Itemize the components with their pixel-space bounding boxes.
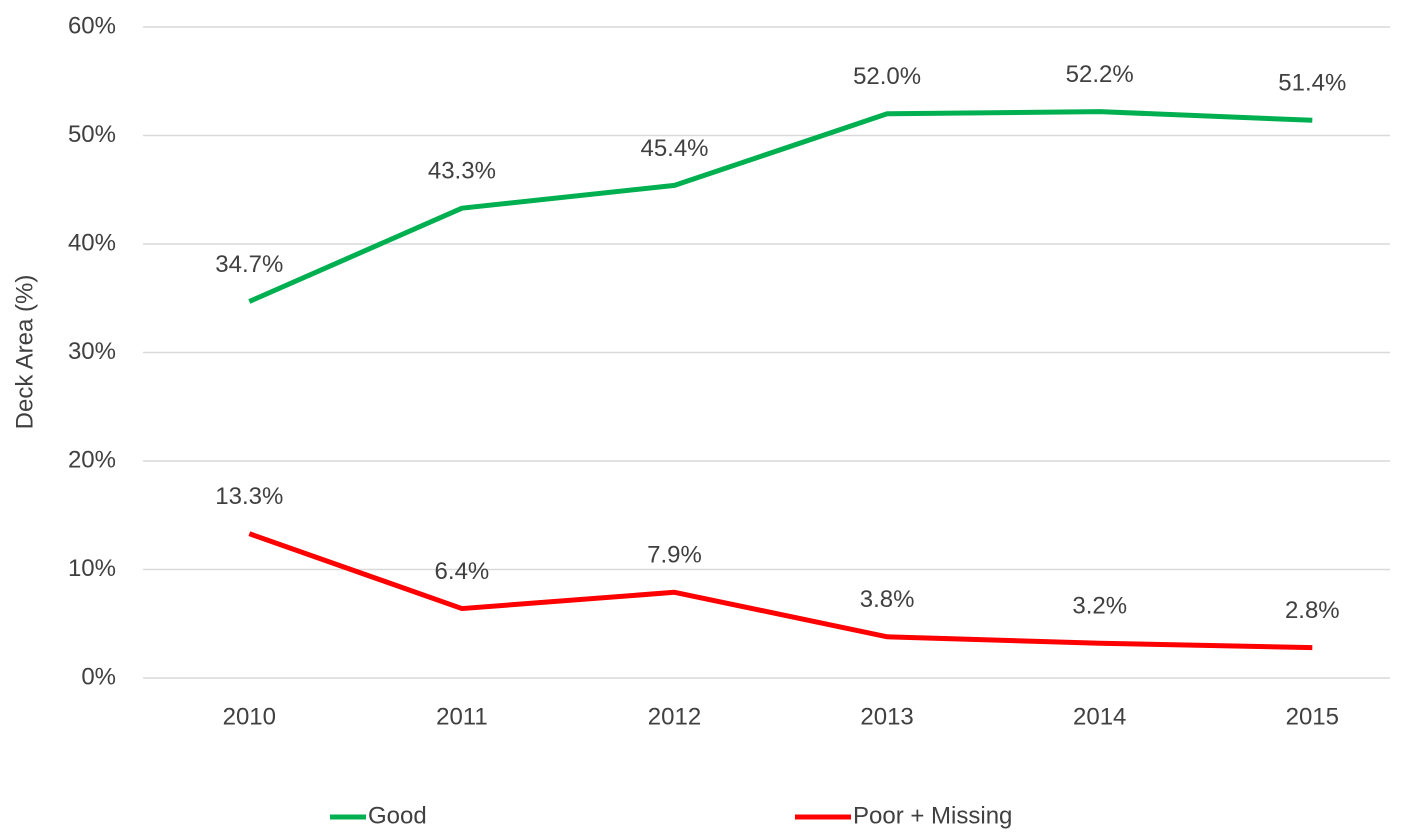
data-label: 51.4% xyxy=(1278,70,1346,97)
legend-label: Good xyxy=(368,802,427,829)
series-line xyxy=(248,109,1313,304)
x-tick-label: 2014 xyxy=(1073,703,1126,730)
y-tick-label: 30% xyxy=(68,338,116,365)
y-tick-label: 20% xyxy=(68,446,116,473)
y-tick-label: 10% xyxy=(68,555,116,582)
data-label: 3.2% xyxy=(1072,593,1127,620)
data-label: 7.9% xyxy=(647,542,702,569)
data-label: 45.4% xyxy=(640,135,708,162)
data-label: 52.0% xyxy=(853,63,921,90)
x-tick-label: 2012 xyxy=(648,703,701,730)
x-tick-label: 2015 xyxy=(1286,703,1339,730)
data-label: 52.2% xyxy=(1066,61,1134,88)
legend-label: Poor + Missing xyxy=(853,802,1012,829)
data-label: 43.3% xyxy=(428,158,496,185)
y-tick-label: 0% xyxy=(81,663,116,690)
y-tick-label: 40% xyxy=(68,229,116,256)
series-line xyxy=(248,531,1313,651)
y-tick-label: 50% xyxy=(68,121,116,148)
data-label: 34.7% xyxy=(215,251,283,278)
data-label: 6.4% xyxy=(435,558,490,585)
data-label: 3.8% xyxy=(860,586,915,613)
y-axis-label: Deck Area (%) xyxy=(11,275,38,430)
data-label: 2.8% xyxy=(1285,597,1340,624)
y-tick-label: 60% xyxy=(68,12,116,39)
x-tick-label: 2011 xyxy=(436,703,488,730)
x-tick-label: 2010 xyxy=(223,703,276,730)
data-label: 13.3% xyxy=(215,483,283,510)
x-tick-label: 2013 xyxy=(860,703,913,730)
